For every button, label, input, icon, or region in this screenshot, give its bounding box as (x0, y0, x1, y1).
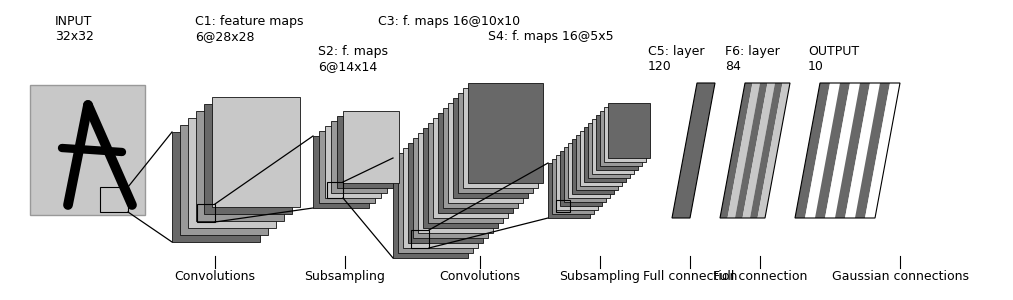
Bar (556, 155, 598, 210)
Bar (556, 200, 570, 212)
Bar (343, 111, 399, 183)
Bar (433, 118, 508, 218)
Text: S2: f. maps
6@14x14: S2: f. maps 6@14x14 (318, 45, 388, 73)
Bar (585, 127, 626, 182)
Polygon shape (815, 83, 850, 218)
Bar (212, 97, 300, 207)
Bar (596, 115, 638, 170)
Bar (453, 98, 528, 198)
Bar (411, 230, 428, 248)
Text: Full connection: Full connection (713, 270, 807, 283)
Polygon shape (735, 83, 768, 218)
Bar (172, 132, 260, 242)
Bar (403, 148, 478, 248)
Bar (423, 128, 498, 228)
Text: Convolutions: Convolutions (174, 270, 255, 283)
Bar (548, 163, 590, 218)
Bar (413, 138, 488, 238)
Polygon shape (750, 83, 782, 218)
Polygon shape (727, 83, 760, 218)
Text: OUTPUT
10: OUTPUT 10 (808, 45, 859, 73)
Bar (418, 133, 493, 233)
Text: Convolutions: Convolutions (440, 270, 521, 283)
Text: C1: feature maps
6@28x28: C1: feature maps 6@28x28 (194, 15, 304, 43)
Polygon shape (758, 83, 790, 218)
Polygon shape (855, 83, 890, 218)
Text: INPUT
32x32: INPUT 32x32 (55, 15, 94, 43)
Bar (568, 143, 610, 198)
Text: S4: f. maps 16@5x5: S4: f. maps 16@5x5 (488, 30, 614, 43)
Text: Gaussian connections: Gaussian connections (832, 270, 968, 283)
Bar (572, 139, 614, 194)
Bar (468, 83, 543, 183)
Polygon shape (672, 83, 715, 218)
Text: C3: f. maps 16@10x10: C3: f. maps 16@10x10 (378, 15, 520, 28)
Bar (408, 143, 483, 243)
Bar (552, 159, 594, 214)
Bar (580, 131, 622, 186)
Polygon shape (720, 83, 753, 218)
Text: C5: layer
120: C5: layer 120 (648, 45, 704, 73)
Bar (100, 187, 128, 212)
Bar (438, 113, 513, 213)
Polygon shape (743, 83, 775, 218)
Polygon shape (845, 83, 880, 218)
Bar (443, 108, 518, 208)
Text: Full connection: Full connection (643, 270, 737, 283)
Polygon shape (865, 83, 900, 218)
Bar (458, 93, 533, 193)
Bar (592, 119, 634, 174)
Bar (337, 116, 393, 188)
Polygon shape (805, 83, 840, 218)
Bar (393, 158, 468, 258)
Bar (196, 111, 284, 221)
Text: Subsampling: Subsampling (305, 270, 385, 283)
Bar (588, 123, 630, 178)
Text: F6: layer
84: F6: layer 84 (725, 45, 780, 73)
Bar (576, 135, 618, 190)
Bar (428, 123, 503, 223)
Bar (197, 204, 215, 222)
Bar (604, 107, 646, 162)
Bar (448, 103, 523, 203)
Bar (600, 111, 642, 166)
Polygon shape (825, 83, 860, 218)
Bar (30, 85, 145, 215)
Bar (608, 103, 650, 158)
Bar (398, 153, 473, 253)
Bar (204, 104, 292, 214)
Bar (463, 88, 538, 188)
Bar (325, 126, 381, 198)
Bar (319, 131, 375, 203)
Text: Subsampling: Subsampling (559, 270, 640, 283)
Polygon shape (795, 83, 830, 218)
Bar (560, 151, 602, 206)
Bar (327, 182, 343, 198)
Bar (564, 147, 606, 202)
Bar (331, 121, 387, 193)
Bar (313, 136, 369, 208)
Polygon shape (835, 83, 870, 218)
Bar (180, 125, 268, 235)
Bar (188, 118, 276, 228)
